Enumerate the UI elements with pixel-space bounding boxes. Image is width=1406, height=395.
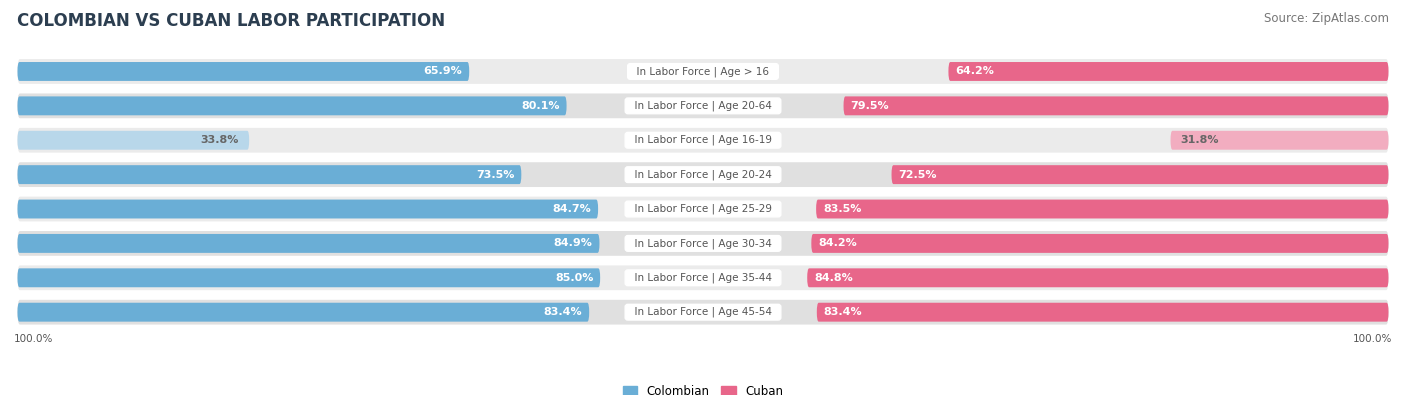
Text: 84.7%: 84.7%	[553, 204, 592, 214]
Text: In Labor Force | Age 16-19: In Labor Force | Age 16-19	[627, 135, 779, 145]
FancyBboxPatch shape	[815, 199, 1389, 218]
Text: 83.4%: 83.4%	[544, 307, 582, 317]
Text: In Labor Force | Age 25-29: In Labor Force | Age 25-29	[627, 204, 779, 214]
Text: 65.9%: 65.9%	[423, 66, 463, 77]
Text: 64.2%: 64.2%	[955, 66, 994, 77]
Text: 33.8%: 33.8%	[201, 135, 239, 145]
Text: 80.1%: 80.1%	[522, 101, 560, 111]
Text: 83.4%: 83.4%	[824, 307, 862, 317]
Text: 85.0%: 85.0%	[555, 273, 593, 283]
FancyBboxPatch shape	[17, 131, 249, 150]
Text: 72.5%: 72.5%	[898, 169, 936, 180]
FancyBboxPatch shape	[17, 94, 1389, 118]
FancyBboxPatch shape	[1171, 131, 1389, 150]
FancyBboxPatch shape	[17, 199, 598, 218]
Text: In Labor Force | Age 30-34: In Labor Force | Age 30-34	[628, 238, 778, 249]
Text: COLOMBIAN VS CUBAN LABOR PARTICIPATION: COLOMBIAN VS CUBAN LABOR PARTICIPATION	[17, 12, 444, 30]
Text: 79.5%: 79.5%	[851, 101, 889, 111]
Text: 100.0%: 100.0%	[1353, 333, 1392, 344]
FancyBboxPatch shape	[817, 303, 1389, 322]
Text: 84.2%: 84.2%	[818, 239, 856, 248]
FancyBboxPatch shape	[17, 62, 470, 81]
Text: 73.5%: 73.5%	[477, 169, 515, 180]
FancyBboxPatch shape	[949, 62, 1389, 81]
FancyBboxPatch shape	[17, 268, 600, 287]
FancyBboxPatch shape	[891, 165, 1389, 184]
FancyBboxPatch shape	[17, 234, 599, 253]
Text: 84.8%: 84.8%	[814, 273, 853, 283]
Text: 83.5%: 83.5%	[823, 204, 862, 214]
Text: In Labor Force | Age 20-24: In Labor Force | Age 20-24	[628, 169, 778, 180]
Text: 84.9%: 84.9%	[554, 239, 593, 248]
FancyBboxPatch shape	[807, 268, 1389, 287]
Text: Source: ZipAtlas.com: Source: ZipAtlas.com	[1264, 12, 1389, 25]
FancyBboxPatch shape	[17, 265, 1389, 290]
Text: In Labor Force | Age 35-44: In Labor Force | Age 35-44	[627, 273, 779, 283]
FancyBboxPatch shape	[844, 96, 1389, 115]
Text: 31.8%: 31.8%	[1181, 135, 1219, 145]
Text: 100.0%: 100.0%	[14, 333, 53, 344]
Text: In Labor Force | Age 45-54: In Labor Force | Age 45-54	[627, 307, 779, 318]
FancyBboxPatch shape	[811, 234, 1389, 253]
FancyBboxPatch shape	[17, 303, 589, 322]
FancyBboxPatch shape	[17, 300, 1389, 325]
FancyBboxPatch shape	[17, 59, 1389, 84]
FancyBboxPatch shape	[17, 197, 1389, 222]
FancyBboxPatch shape	[17, 231, 1389, 256]
Legend: Colombian, Cuban: Colombian, Cuban	[623, 385, 783, 395]
FancyBboxPatch shape	[17, 165, 522, 184]
FancyBboxPatch shape	[17, 128, 1389, 152]
Text: In Labor Force | Age 20-64: In Labor Force | Age 20-64	[628, 101, 778, 111]
FancyBboxPatch shape	[17, 96, 567, 115]
FancyBboxPatch shape	[17, 162, 1389, 187]
Text: In Labor Force | Age > 16: In Labor Force | Age > 16	[630, 66, 776, 77]
